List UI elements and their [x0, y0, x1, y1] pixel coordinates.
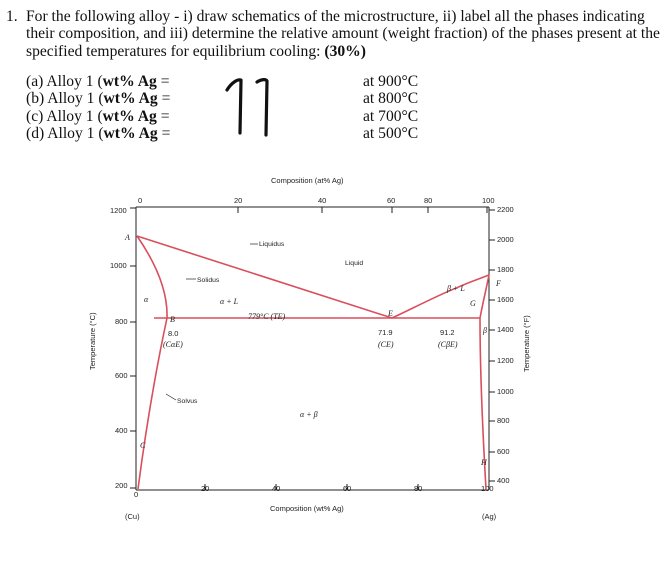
alloy-temperature: at 900°C: [363, 73, 419, 90]
bottom-tick-label: 40: [272, 484, 280, 493]
phase-boundaries: [136, 235, 490, 490]
right-tick-label: 2000: [497, 235, 514, 244]
left-tick-label: 1000: [110, 261, 127, 270]
alpha-liquid-region-label: α + L: [220, 297, 239, 306]
bottom-ticks: [135, 484, 490, 490]
beta-region-label: β: [482, 326, 487, 335]
top-tick-label: 80: [424, 196, 432, 205]
solvus-line-left: [137, 317, 168, 490]
right-tick-label: 1000: [497, 387, 514, 396]
right-end-label: (Ag): [482, 512, 497, 521]
beta-liquid-region-label: β + L: [446, 284, 465, 293]
top-tick-label: 0: [138, 196, 142, 205]
right-ticks: [489, 209, 495, 482]
right-tick-label: 1800: [497, 265, 514, 274]
solvus-line-right: [479, 317, 487, 490]
plot-frame: [135, 206, 490, 491]
cb-label: (CβE): [438, 340, 458, 349]
alloy-temperature: at 800°C: [363, 90, 419, 108]
left-tick-label: 1200: [110, 206, 127, 215]
bottom-tick-label: 0: [134, 490, 138, 499]
right-tick-label: 1400: [497, 325, 514, 334]
liquid-region-label: Liquid: [345, 260, 363, 267]
left-tick-label: 400: [115, 426, 128, 435]
right-tick-label: 400: [497, 476, 510, 485]
left-axis-title: Temperature (°C): [88, 312, 97, 370]
question-points: (30%): [324, 42, 366, 60]
top-axis-title: Composition (at% Ag): [271, 176, 344, 185]
alloy-row-d: (d) Alloy 1 (wt% Ag = at 500°C: [26, 125, 446, 142]
liquidus-line-left: [136, 235, 393, 319]
point-b-label: B: [170, 315, 175, 324]
point-g-label: G: [470, 299, 476, 308]
right-tick-label: 1200: [497, 356, 514, 365]
ce-value-label: 71.9: [378, 328, 393, 337]
left-tick-label: 600: [115, 371, 128, 380]
alloy-row-c: (c) Alloy 1 (wt% Ag = at 700°C: [26, 108, 446, 125]
top-ticks: [135, 207, 488, 213]
left-tick-label: 800: [115, 317, 128, 326]
point-a-label: A: [124, 233, 130, 242]
liquidus-label: Liquidus: [259, 241, 285, 248]
right-tick-label: 600: [497, 447, 510, 456]
ce-label: (CE): [378, 340, 394, 349]
bottom-tick-label: 100: [481, 484, 494, 493]
point-f-label: F: [495, 279, 501, 288]
alloy-list: (a) Alloy 1 (wt% Ag = at 900°C (b) Alloy…: [26, 73, 446, 143]
bottom-tick-label: 60: [343, 484, 351, 493]
solidus-label: Solidus: [197, 277, 220, 284]
question-number: 1.: [6, 8, 18, 25]
bottom-axis-title: Composition (wt% Ag): [270, 504, 344, 513]
left-end-label: (Cu): [125, 512, 140, 521]
alloy-label: (b) Alloy 1 (wt% Ag =: [26, 90, 171, 108]
bottom-tick-label: 20: [201, 484, 209, 493]
bottom-tick-label: 80: [414, 484, 422, 493]
alloy-temperature: at 700°C: [363, 107, 419, 125]
eutectic-temperature-label: 779°C (TE): [248, 312, 286, 321]
left-ticks: [130, 207, 136, 489]
right-tick-label: 1600: [497, 295, 514, 304]
solidus-line-right: [479, 274, 490, 319]
question-text-wrap: For the following alloy - i) draw schema…: [26, 8, 666, 60]
cb-value-label: 91.2: [440, 328, 455, 337]
top-tick-label: 40: [318, 196, 326, 205]
alloy-row-a: (a) Alloy 1 (wt% Ag = at 900°C: [26, 73, 446, 90]
liquidus-line-right: [391, 274, 490, 319]
left-tick-label: 200: [115, 481, 128, 490]
point-e-label: E: [387, 309, 393, 318]
right-tick-label: 800: [497, 416, 510, 425]
alloy-label: (a) Alloy 1 (wt% Ag =: [26, 73, 170, 90]
ca-label: (CαE): [163, 340, 183, 349]
top-tick-label: 20: [234, 196, 242, 205]
point-c-label: C: [140, 441, 146, 450]
right-tick-label: 2200: [497, 205, 514, 214]
question-text: For the following alloy - i) draw schema…: [26, 8, 660, 60]
point-h-label: H: [480, 458, 488, 467]
top-tick-label: 100: [482, 196, 495, 205]
top-tick-label: 60: [387, 196, 395, 205]
solvus-label: Solvus: [177, 398, 198, 405]
alpha-beta-region-label: α + β: [300, 410, 318, 419]
alloy-temperature: at 500°C: [363, 125, 419, 143]
alloy-label: (d) Alloy 1 (wt% Ag =: [26, 125, 171, 143]
question-block: 1. For the following alloy - i) draw sch…: [6, 8, 666, 60]
solidus-line-left: [136, 235, 168, 319]
ca-value-label: 8.0: [168, 329, 178, 338]
right-axis-title: Temperature (°F): [522, 315, 531, 372]
alloy-row-b: (b) Alloy 1 (wt% Ag = at 800°C: [26, 90, 446, 107]
handwritten-eleven: [225, 78, 269, 137]
alpha-region-label: α: [144, 295, 149, 304]
alloy-label: (c) Alloy 1 (wt% Ag =: [26, 107, 170, 125]
